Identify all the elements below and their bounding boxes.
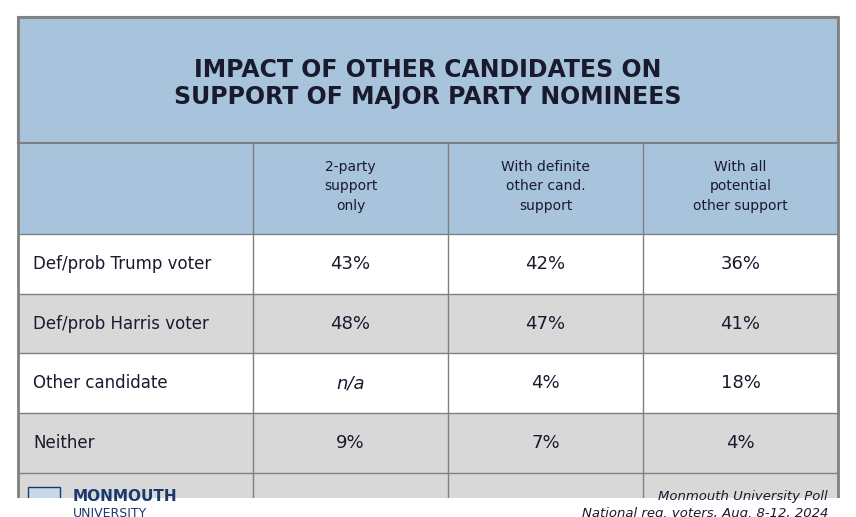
Text: 47%: 47%: [526, 314, 566, 332]
Bar: [18, 413, 838, 473]
Bar: [18, 234, 838, 294]
Bar: [18, 18, 838, 143]
Text: 48%: 48%: [330, 314, 371, 332]
Text: 42%: 42%: [526, 255, 566, 273]
Bar: [18, 353, 838, 413]
Text: With definite
other cand.
support: With definite other cand. support: [501, 160, 590, 213]
Bar: [18, 143, 838, 234]
Text: Def/prob Harris voter: Def/prob Harris voter: [33, 314, 209, 332]
Text: 9%: 9%: [336, 434, 365, 452]
Text: UNIVERSITY: UNIVERSITY: [73, 507, 147, 517]
Text: 18%: 18%: [721, 374, 760, 392]
Bar: [18, 294, 838, 353]
Text: 7%: 7%: [532, 434, 560, 452]
Text: SUPPORT OF MAJOR PARTY NOMINEES: SUPPORT OF MAJOR PARTY NOMINEES: [175, 85, 681, 109]
Text: Def/prob Trump voter: Def/prob Trump voter: [33, 255, 211, 273]
Text: IMPACT OF OTHER CANDIDATES ON: IMPACT OF OTHER CANDIDATES ON: [194, 58, 662, 82]
Text: 41%: 41%: [721, 314, 760, 332]
Text: n/a: n/a: [336, 374, 365, 392]
Bar: [18, 473, 838, 517]
Text: 36%: 36%: [721, 255, 760, 273]
Text: 43%: 43%: [330, 255, 371, 273]
Text: MONMOUTH: MONMOUTH: [73, 489, 178, 504]
Text: National reg. voters, Aug. 8-12, 2024: National reg. voters, Aug. 8-12, 2024: [581, 507, 828, 517]
Text: With all
potential
other support: With all potential other support: [693, 160, 788, 213]
Text: Monmouth University Poll: Monmouth University Poll: [658, 490, 828, 503]
Text: 2-party
support
only: 2-party support only: [324, 160, 377, 213]
Text: 4%: 4%: [726, 434, 755, 452]
FancyBboxPatch shape: [28, 486, 60, 517]
Text: Neither: Neither: [33, 434, 94, 452]
Text: Other candidate: Other candidate: [33, 374, 168, 392]
Text: 4%: 4%: [532, 374, 560, 392]
